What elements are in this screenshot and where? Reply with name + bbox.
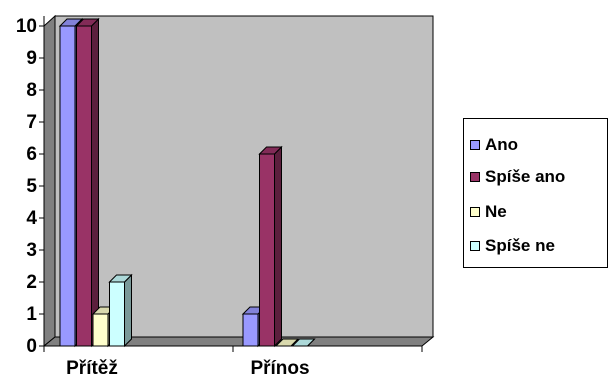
bar-front-face [259, 153, 275, 347]
y-tick-label: 3 [26, 240, 37, 261]
bar-top-face [274, 338, 300, 347]
legend-swatch [470, 207, 480, 217]
legend-label: Ne [485, 202, 507, 221]
x-category-label: Přínos [250, 358, 309, 378]
bar-side-face [274, 145, 282, 348]
legend-item: Ne [470, 202, 507, 222]
y-tick-label: 2 [26, 272, 37, 293]
legend-label: Ano [485, 135, 519, 154]
y-tick-label: 10 [16, 16, 37, 37]
bar [274, 338, 300, 347]
bar [291, 338, 316, 347]
legend-item: Spíše ano [470, 167, 565, 187]
legend-swatch [470, 172, 480, 182]
legend-label: Spíše ano [485, 167, 566, 186]
bar-side-face [124, 273, 132, 348]
bar [108, 273, 133, 348]
legend-swatch [470, 241, 480, 251]
legend-swatch [470, 140, 480, 150]
bar-front-face [76, 25, 92, 347]
bar-front-face [92, 313, 109, 347]
legend-item: Spíše ne [470, 236, 555, 256]
y-tick-label: 4 [26, 208, 37, 229]
legend-item: Ano [470, 135, 518, 155]
bar-front-face [59, 25, 76, 347]
bar-top-face [291, 338, 316, 347]
bar [75, 17, 100, 348]
y-tick-label: 8 [26, 80, 37, 101]
y-tick-label: 6 [26, 144, 37, 165]
legend-label: Spíše ne [485, 236, 555, 255]
chart-legend: Ano Spíše ano Ne Spíše ne [463, 118, 608, 268]
y-tick-label: 0 [26, 336, 37, 357]
y-tick-label: 5 [26, 176, 37, 197]
y-tick-label: 9 [26, 48, 37, 69]
y-tick-label: 1 [26, 304, 37, 325]
x-category-label: Přítěž [66, 358, 118, 378]
bar [258, 145, 283, 348]
bar-front-face [109, 281, 125, 347]
bar-front-face [242, 313, 259, 347]
plot-side-wall [43, 14, 56, 348]
bar-side-face [91, 17, 99, 348]
y-tick-label: 7 [26, 112, 37, 133]
